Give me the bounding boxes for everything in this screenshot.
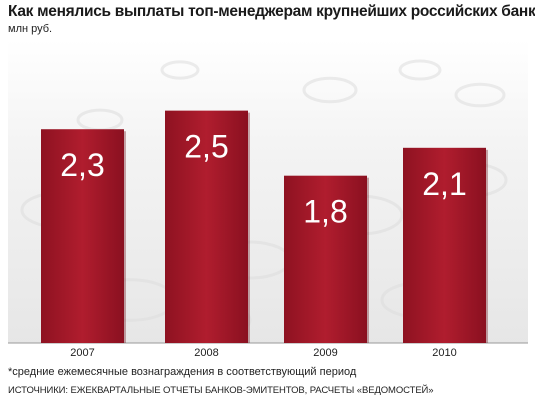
source-note: ИСТОЧНИКИ: ЕЖЕКВАРТАЛЬНЫЕ ОТЧЕТЫ БАНКОВ-… — [8, 385, 434, 396]
bar-2008 — [165, 110, 248, 343]
bar-value-label: 1,8 — [303, 194, 347, 230]
bar-value-label: 2,3 — [60, 147, 104, 183]
bar-2010 — [403, 147, 486, 343]
coin-decoration — [302, 76, 358, 104]
coin-decoration — [454, 82, 506, 108]
coin-decoration — [398, 59, 442, 81]
x-tick-label: 2008 — [194, 347, 218, 359]
chart-title: Как менялись выплаты топ-менеджерам круп… — [8, 3, 535, 20]
footnote: *средние ежемесячные вознаграждения в со… — [8, 366, 357, 378]
bar-2007 — [41, 129, 124, 343]
x-tick-label: 2010 — [432, 347, 456, 359]
bar-2009 — [284, 175, 367, 343]
coin-decoration — [160, 60, 200, 80]
bar-value-label: 2,5 — [184, 129, 228, 165]
x-tick-label: 2009 — [313, 347, 337, 359]
bar-value-label: 2,1 — [422, 166, 466, 202]
unit-label: млн руб. — [8, 23, 53, 35]
x-tick-label: 2007 — [70, 347, 94, 359]
